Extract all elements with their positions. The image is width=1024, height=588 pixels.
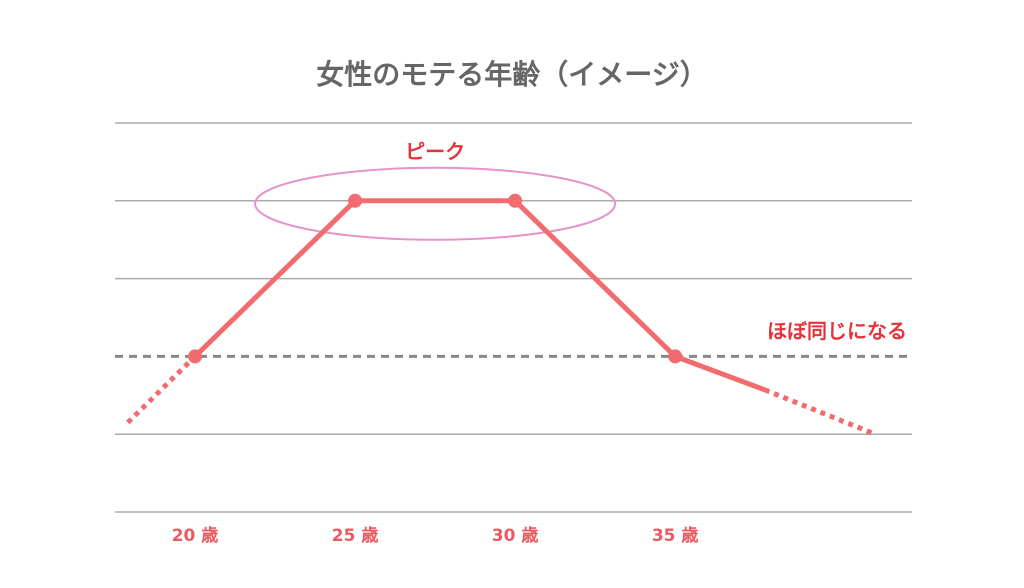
x-tick-label: 30 歳: [492, 525, 539, 546]
x-tick-label: 35 歳: [652, 525, 699, 546]
line: [763, 387, 877, 437]
peak-label: ピーク: [405, 139, 465, 163]
x-tick-label: 25 歳: [332, 525, 379, 546]
line: [126, 354, 197, 425]
line: [193, 198, 677, 359]
point: [508, 193, 523, 208]
reference-label: ほぼ同じになる: [767, 319, 907, 343]
x-tick-label: 20 歳: [172, 525, 219, 546]
chart-title: 女性のモテる年齢（イメージ）: [316, 58, 707, 91]
point: [348, 193, 363, 208]
line: [674, 354, 766, 393]
peak-ellipse: [254, 166, 617, 241]
